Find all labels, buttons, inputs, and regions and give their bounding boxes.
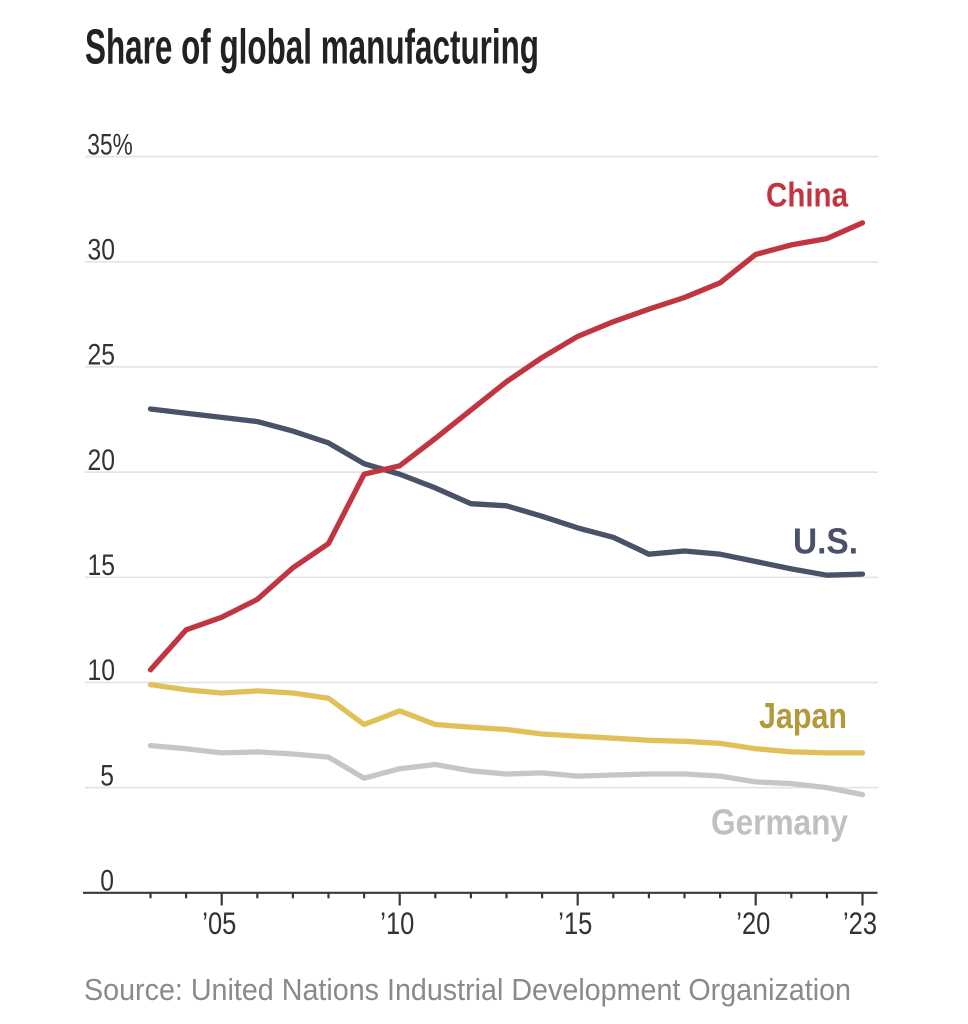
svg-text:10: 10 <box>88 654 116 687</box>
svg-text:Source: United Nations Industr: Source: United Nations Industrial Develo… <box>84 972 851 1007</box>
svg-text:’23: ’23 <box>843 905 877 941</box>
svg-text:Germany: Germany <box>711 802 848 843</box>
svg-text:China: China <box>766 177 849 215</box>
svg-text:35%: 35% <box>87 128 132 161</box>
svg-text:’10: ’10 <box>380 905 414 941</box>
svg-text:’15: ’15 <box>558 905 592 941</box>
svg-text:’05: ’05 <box>202 905 236 941</box>
svg-text:30: 30 <box>88 234 116 267</box>
svg-text:Japan: Japan <box>759 695 847 736</box>
svg-text:U.S.: U.S. <box>793 521 858 562</box>
svg-text:0: 0 <box>100 865 114 898</box>
svg-text:15: 15 <box>88 549 116 582</box>
svg-text:20: 20 <box>88 444 116 477</box>
svg-text:5: 5 <box>100 759 114 792</box>
svg-text:25: 25 <box>88 339 116 372</box>
svg-text:Share of global manufacturing: Share of global manufacturing <box>85 20 539 75</box>
svg-text:’20: ’20 <box>736 905 770 941</box>
